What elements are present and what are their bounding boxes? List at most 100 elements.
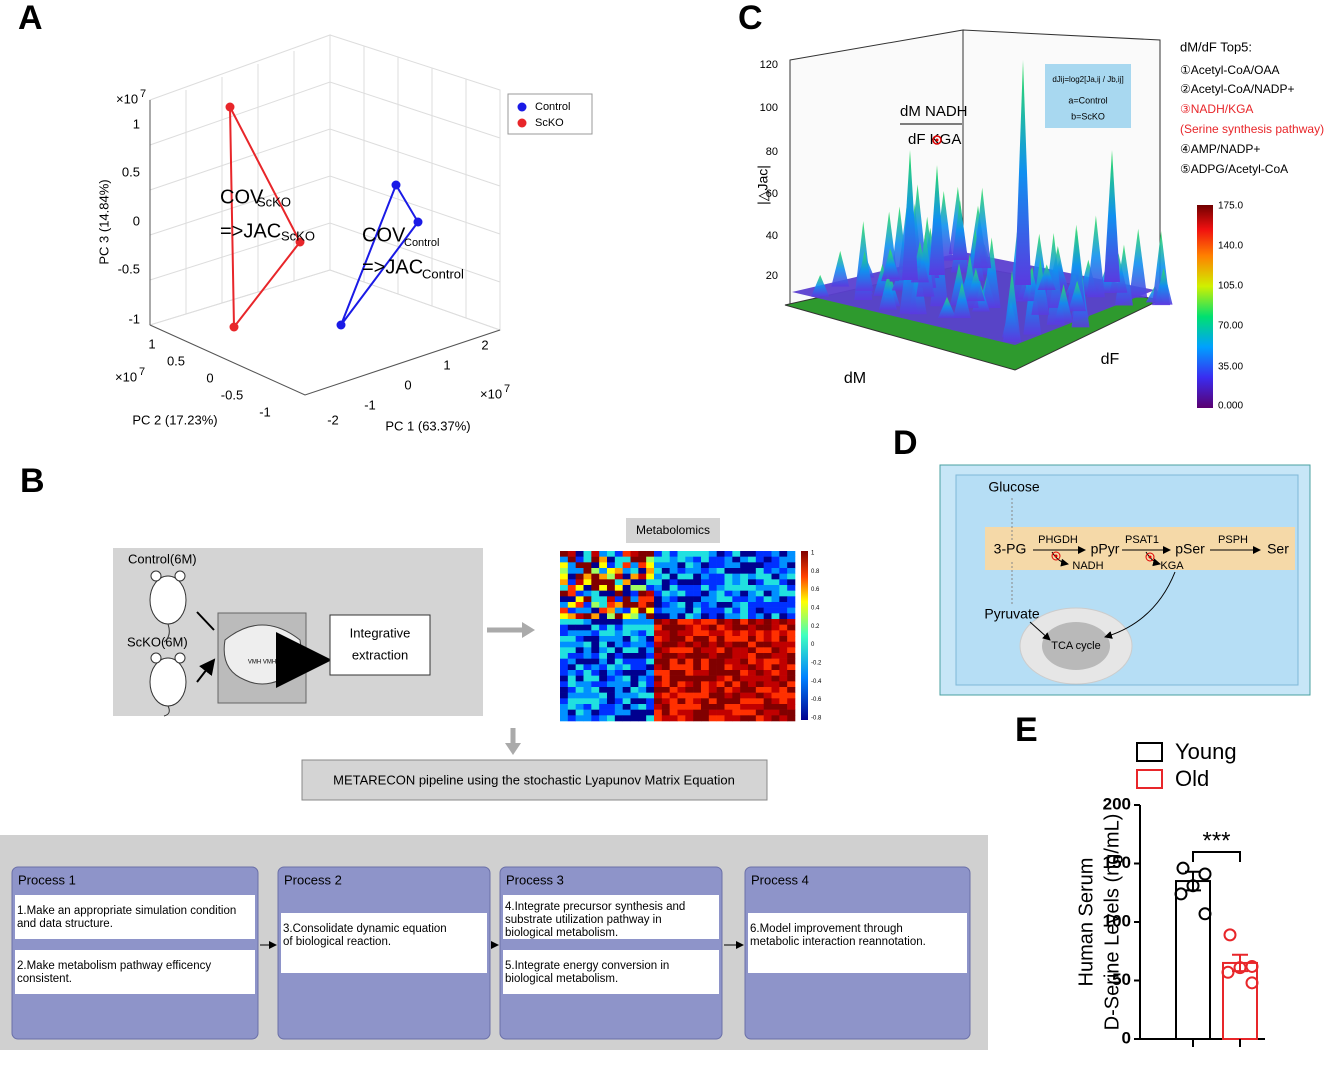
heatmap-cell bbox=[630, 709, 639, 716]
heatmap-cell bbox=[654, 647, 663, 654]
heatmap-cell bbox=[583, 709, 592, 716]
heatmap-cell bbox=[654, 664, 663, 671]
heatmap-cell bbox=[732, 653, 741, 659]
heatmap-cell bbox=[599, 619, 608, 625]
step-box bbox=[281, 913, 487, 973]
heatmap-cell bbox=[646, 709, 655, 716]
heatmap-cell bbox=[685, 658, 694, 665]
heatmap-cell bbox=[708, 687, 717, 693]
box-3d bbox=[148, 34, 502, 396]
heatmap-cell bbox=[779, 647, 788, 654]
heatmap-cell bbox=[787, 579, 796, 586]
data-point bbox=[1245, 976, 1259, 990]
heatmap-cell bbox=[661, 675, 670, 682]
heatmap-cell bbox=[677, 670, 686, 676]
panel-a: A ×10 7 1 0.5 0 -0.5 -1 PC 3 (14.84%) 1 … bbox=[18, 0, 593, 433]
heatmap-cell bbox=[708, 675, 717, 682]
heatmap-cell bbox=[654, 568, 663, 574]
z-tick-label: 0.5 bbox=[122, 164, 140, 179]
panel-letter: C bbox=[738, 0, 763, 37]
legend-marker bbox=[517, 102, 527, 112]
bar bbox=[1222, 961, 1258, 1041]
heatmap-cell bbox=[732, 624, 741, 631]
heatmap-cell bbox=[677, 715, 686, 722]
annotation-sub: ScKO bbox=[257, 194, 291, 209]
heatmap-cell bbox=[607, 675, 616, 682]
heatmap-cell bbox=[669, 698, 678, 705]
heatmap-cell bbox=[708, 551, 717, 557]
heatmap-cell bbox=[740, 551, 749, 557]
heatmap-cell bbox=[755, 653, 764, 659]
heatmap-cell bbox=[622, 551, 631, 557]
heatmap-cell bbox=[614, 573, 623, 580]
colorbar-tick: 0.6 bbox=[811, 587, 820, 593]
heatmap-cell bbox=[669, 573, 678, 580]
heatmap-cell bbox=[560, 709, 569, 716]
heatmap-cell bbox=[614, 619, 623, 625]
legend-label: Control bbox=[535, 101, 570, 113]
heatmap-cell bbox=[646, 590, 655, 597]
heatmap-cell bbox=[630, 624, 639, 631]
heatmap-cell bbox=[622, 698, 631, 705]
heatmap-cell bbox=[583, 630, 592, 637]
heatmap-cell bbox=[771, 619, 780, 625]
heatmap-cell bbox=[646, 573, 655, 580]
heatmap-cell bbox=[575, 579, 584, 586]
heatmap-cell bbox=[755, 698, 764, 705]
heatmap-cell bbox=[685, 709, 694, 716]
heatmap-cell bbox=[708, 681, 717, 688]
colorbar bbox=[1197, 205, 1213, 408]
heatmap-cell bbox=[575, 602, 584, 608]
heatmap-cell bbox=[716, 590, 725, 597]
heatmap-cell bbox=[716, 585, 725, 591]
heatmap-cell bbox=[646, 658, 655, 665]
heatmap-cell bbox=[763, 630, 772, 637]
heatmap-cell bbox=[771, 698, 780, 705]
heatmap-cell bbox=[701, 573, 710, 580]
heatmap-cell bbox=[638, 630, 647, 637]
heatmap-cell bbox=[693, 579, 702, 586]
heatmap-cell bbox=[661, 636, 670, 642]
heatmap-cell bbox=[567, 664, 576, 671]
step-box bbox=[503, 895, 719, 939]
heatmap-cell bbox=[630, 704, 639, 710]
heatmap-cell bbox=[779, 692, 788, 699]
heatmap-cell bbox=[669, 596, 678, 603]
step-text: metabolic interaction reannotation. bbox=[750, 936, 926, 948]
heatmap-cell bbox=[685, 585, 694, 591]
step-box bbox=[15, 895, 255, 939]
heatmap-cell bbox=[677, 658, 686, 665]
heatmap-cell bbox=[622, 664, 631, 671]
heatmap-cell bbox=[661, 568, 670, 574]
heatmap-cell bbox=[654, 596, 663, 603]
heatmap-cell bbox=[654, 585, 663, 591]
heatmap-cell bbox=[771, 596, 780, 603]
heatmap-cell bbox=[638, 579, 647, 586]
heatmap-cell bbox=[607, 658, 616, 665]
heatmap-cell bbox=[755, 624, 764, 631]
heatmap-cell bbox=[607, 556, 616, 563]
heatmap-cell bbox=[677, 687, 686, 693]
z-tick-label: 100 bbox=[760, 102, 778, 114]
heatmap-cell bbox=[599, 687, 608, 693]
heatmap-cell bbox=[748, 624, 757, 631]
heatmap-cell bbox=[607, 619, 616, 625]
heatmap-cell bbox=[567, 692, 576, 699]
heatmap-cell bbox=[599, 715, 608, 722]
heatmap-cell bbox=[708, 619, 717, 625]
heatmap-cell bbox=[771, 573, 780, 580]
heatmap-cell bbox=[638, 590, 647, 597]
heatmap-cell bbox=[693, 692, 702, 699]
heatmap-cell bbox=[638, 568, 647, 574]
exponent: 7 bbox=[140, 88, 146, 100]
heatmap-cell bbox=[607, 551, 616, 557]
heatmap-cell bbox=[779, 556, 788, 563]
x-tick-label: -2 bbox=[327, 412, 339, 427]
heatmap-cell bbox=[607, 692, 616, 699]
heatmap-cell bbox=[755, 664, 764, 671]
heatmap-cell bbox=[724, 709, 733, 716]
heatmap-cell bbox=[685, 670, 694, 676]
annotation-sub: Control bbox=[422, 266, 464, 281]
pipeline-box bbox=[301, 759, 768, 801]
heatmap-cell bbox=[740, 562, 749, 569]
